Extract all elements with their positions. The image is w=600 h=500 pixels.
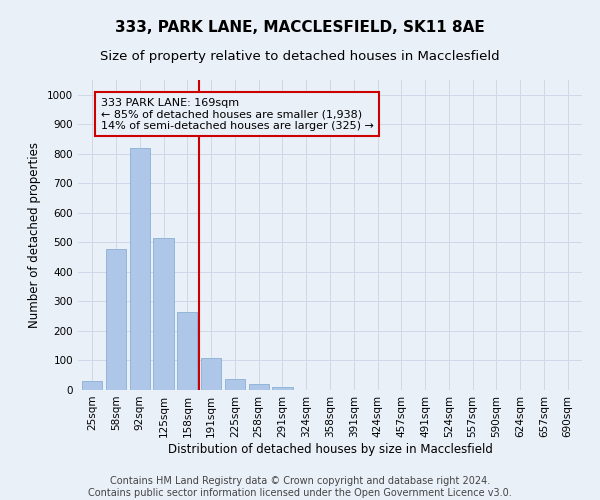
Bar (225, 379, 245, 390)
Bar (177, 312, 197, 390)
Text: 333 PARK LANE: 169sqm
← 85% of detached houses are smaller (1,938)
14% of semi-d: 333 PARK LANE: 169sqm ← 85% of detached … (101, 98, 373, 131)
Y-axis label: Number of detached properties: Number of detached properties (28, 142, 41, 328)
Bar (272, 387, 293, 390)
Text: Contains HM Land Registry data © Crown copyright and database right 2024.
Contai: Contains HM Land Registry data © Crown c… (88, 476, 512, 498)
Text: Size of property relative to detached houses in Macclesfield: Size of property relative to detached ho… (100, 50, 500, 63)
Bar (154, 238, 173, 390)
Bar (201, 358, 221, 390)
Bar (106, 249, 126, 390)
Bar (82, 381, 103, 390)
X-axis label: Distribution of detached houses by size in Macclesfield: Distribution of detached houses by size … (167, 442, 493, 456)
Bar (248, 384, 269, 390)
Bar (130, 148, 150, 390)
Text: 333, PARK LANE, MACCLESFIELD, SK11 8AE: 333, PARK LANE, MACCLESFIELD, SK11 8AE (115, 20, 485, 35)
